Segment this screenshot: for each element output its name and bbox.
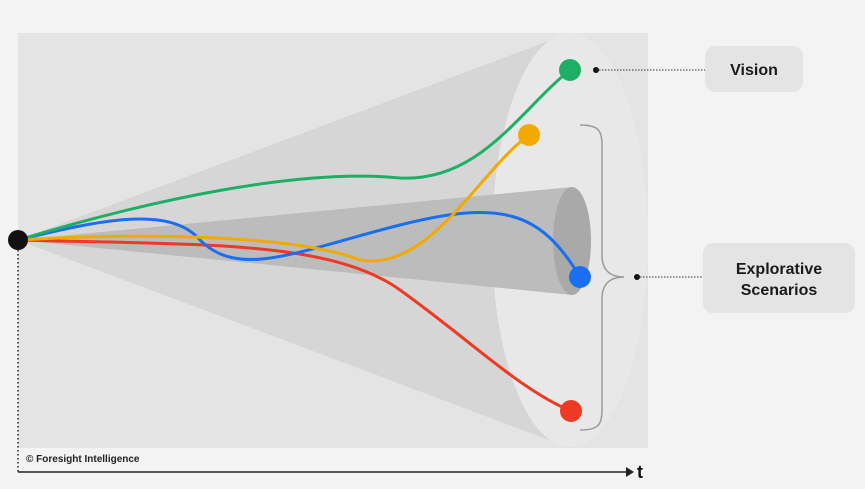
- scenarios-label: Scenarios: [741, 282, 818, 299]
- scenario-dot: [518, 124, 540, 146]
- scenarios-box: [703, 243, 855, 313]
- scenario-dot: [560, 400, 582, 422]
- blue-path: [16, 210, 582, 279]
- vision-label: Vision: [730, 62, 778, 79]
- red-path: [16, 238, 573, 413]
- vision-dot: [559, 59, 581, 81]
- yellow-path: [16, 133, 531, 263]
- inner-cone: [18, 187, 572, 295]
- time-label: t: [637, 462, 643, 482]
- vision-box: [705, 46, 803, 92]
- credit: © Foresight Intelligence: [26, 454, 140, 465]
- origin-dot: [8, 230, 28, 250]
- brace: [579, 124, 625, 431]
- scenarios-label: Explorative: [736, 261, 822, 278]
- axis-arrow: [626, 467, 634, 477]
- scenario-dot: [569, 266, 591, 288]
- green-path: [16, 68, 572, 242]
